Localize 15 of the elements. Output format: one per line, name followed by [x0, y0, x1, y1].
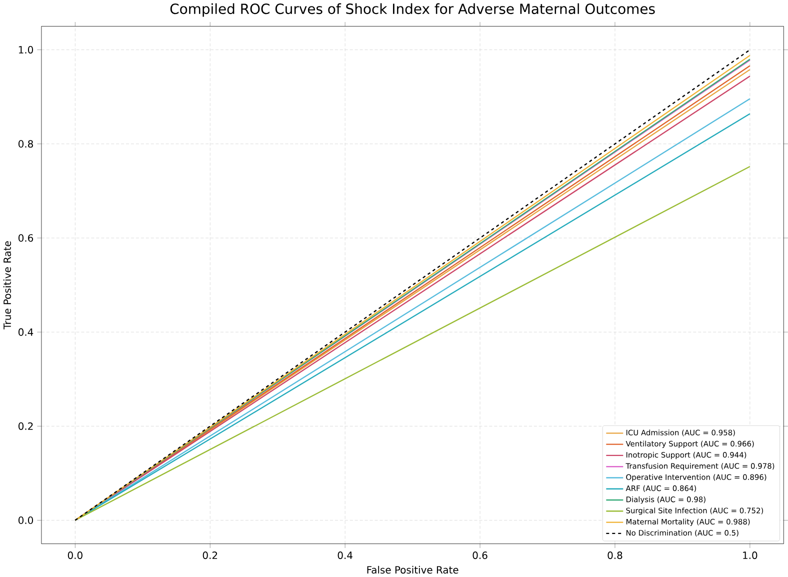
y-axis-title: True Positive Rate [3, 241, 12, 330]
y-tick-label: 0.0 [18, 516, 34, 524]
y-tick-label: 0.8 [18, 140, 33, 148]
x-tick-label: 0.8 [608, 552, 622, 560]
y-tick-label: 0.2 [18, 422, 33, 430]
x-tick-label: 1.0 [743, 552, 758, 560]
x-tick-label: 0.4 [338, 552, 352, 560]
chart-title: Compiled ROC Curves of Shock Index for Adverse Maternal Outcomes [170, 3, 655, 17]
y-tick-label: 0.6 [18, 234, 34, 242]
x-tick-label: 0.6 [472, 552, 488, 560]
x-tick-label: 0.0 [68, 552, 82, 560]
x-tick-label: 0.2 [202, 552, 218, 560]
x-axis-title: False Positive Rate [367, 566, 458, 574]
y-tick-label: 0.4 [18, 328, 34, 336]
y-tick-label: 1.0 [18, 46, 34, 54]
